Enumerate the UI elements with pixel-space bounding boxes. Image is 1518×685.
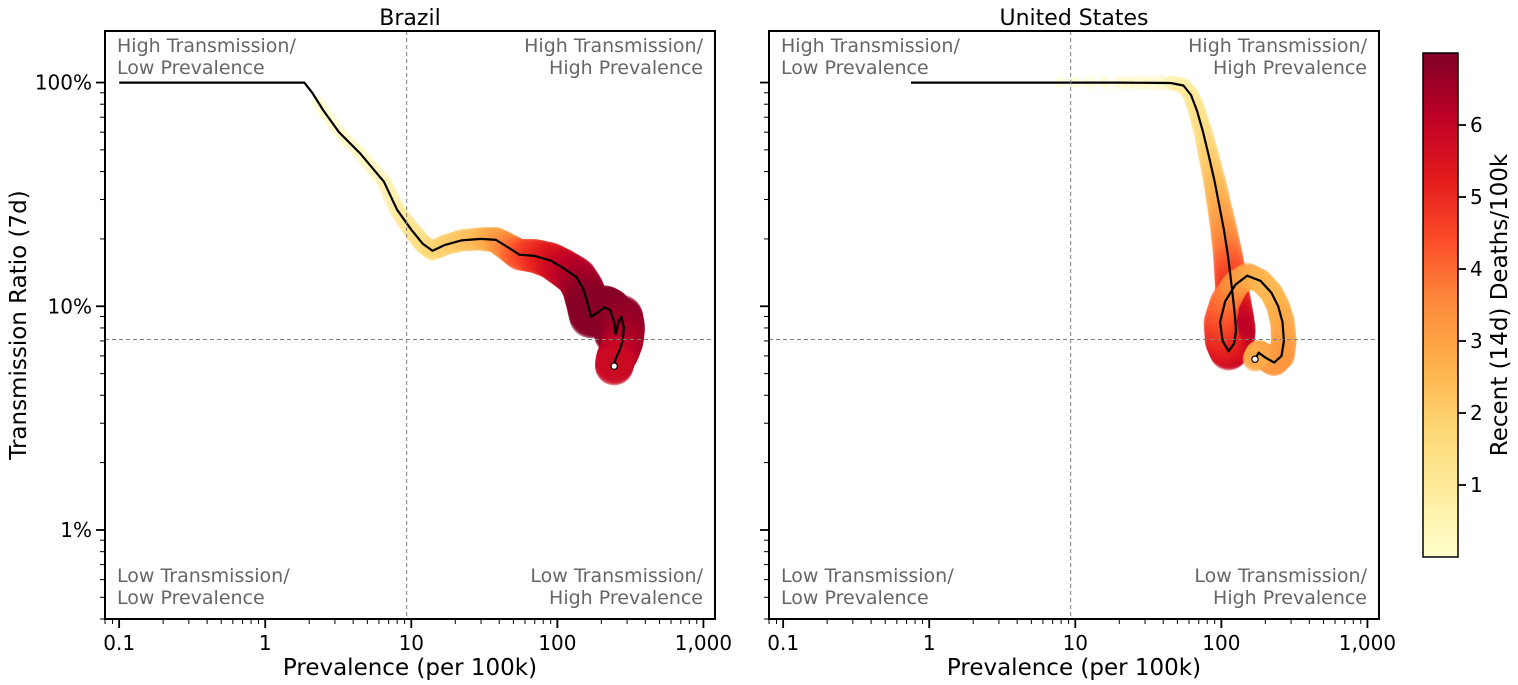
united-states-marks [911,75,1297,377]
united-states-panel: United States High Transmission/ Low Pre… [760,6,1396,681]
y-tick-label: 1% [60,518,92,542]
x-tick-label: 10 [1063,631,1088,655]
quad-top-left-line1: High Transmission/ [117,35,296,57]
x-tick-label: 1,000 [675,631,732,655]
x-tick-label: 0.1 [103,631,135,655]
united-states-x-axis-label: Prevalence (per 100k) [947,655,1201,681]
brazil-marks [119,81,646,386]
y-tick-label: 10% [48,294,92,318]
colorbar: 1 2 3 4 5 6 Recent (14d) Deaths/100k [1422,52,1513,558]
colorbar-tick-label: 3 [1470,329,1483,353]
trajectory-line [911,81,1285,364]
brazil-panel: Brazil High Transmission/ Low Prevalence… [35,6,732,681]
united-states-plot-frame [768,30,1380,620]
colorbar-gradient [1422,52,1459,558]
united-states-title: United States [1000,6,1149,31]
united-states-reference-lines [769,31,1379,619]
x-tick-label: 1 [259,631,272,655]
y-axis-label: Transmission Ratio (7d) [6,190,32,460]
colorbar-tick-label: 6 [1470,113,1483,137]
colorbar-label: Recent (14d) Deaths/100k [1487,153,1513,456]
quad-bottom-left-line2: Low Prevalence [781,587,929,609]
quad-bottom-left-line1: Low Transmission/ [781,565,954,587]
current-point-marker [1251,355,1259,364]
colorbar-tick-label: 5 [1470,185,1483,209]
y-tick-label: 100% [35,71,92,95]
colorbar-tick-label: 2 [1470,401,1483,425]
current-point-marker [610,362,619,370]
quad-bottom-right-line1: Low Transmission/ [1194,565,1367,587]
colorbar-tick-label: 4 [1470,257,1483,281]
quad-bottom-left-line2: Low Prevalence [117,587,265,609]
brazil-reference-lines [105,31,715,619]
x-tick-label: 1,000 [1339,631,1396,655]
brazil-x-axis-label: Prevalence (per 100k) [283,655,537,681]
quad-bottom-right-line2: High Prevalence [1213,587,1367,609]
quad-bottom-right-line2: High Prevalence [549,587,703,609]
quad-top-right-line2: High Prevalence [549,57,703,79]
quad-top-right-line2: High Prevalence [1213,57,1367,79]
trajectory-line [119,81,625,367]
brazil-title: Brazil [379,6,440,31]
x-tick-label: 100 [1202,631,1240,655]
colorbar-tick-label: 1 [1470,473,1483,497]
x-tick-label: 100 [538,631,576,655]
quad-bottom-left-line1: Low Transmission/ [117,565,290,587]
quad-top-left-line1: High Transmission/ [781,35,960,57]
x-tick-label: 10 [399,631,424,655]
quad-top-left-line2: Low Prevalence [781,57,929,79]
united-states-axes: 0.1 1 10 100 1,000 [760,81,1396,655]
quad-top-right-line1: High Transmission/ [524,35,703,57]
colorbar-ticks: 1 2 3 4 5 6 [1458,113,1483,497]
brazil-quadrant-labels: High Transmission/ Low Prevalence High T… [117,35,704,609]
x-tick-label: 0.1 [767,631,799,655]
quad-top-right-line1: High Transmission/ [1188,35,1367,57]
united-states-quadrant-labels: High Transmission/ Low Prevalence High T… [781,35,1368,609]
brazil-axes: 0.1 1 10 100 1,000 1% 10% 100% [35,71,732,655]
brazil-plot-frame [104,30,716,620]
quad-bottom-right-line1: Low Transmission/ [530,565,703,587]
quad-top-left-line2: Low Prevalence [117,57,265,79]
x-tick-label: 1 [923,631,936,655]
